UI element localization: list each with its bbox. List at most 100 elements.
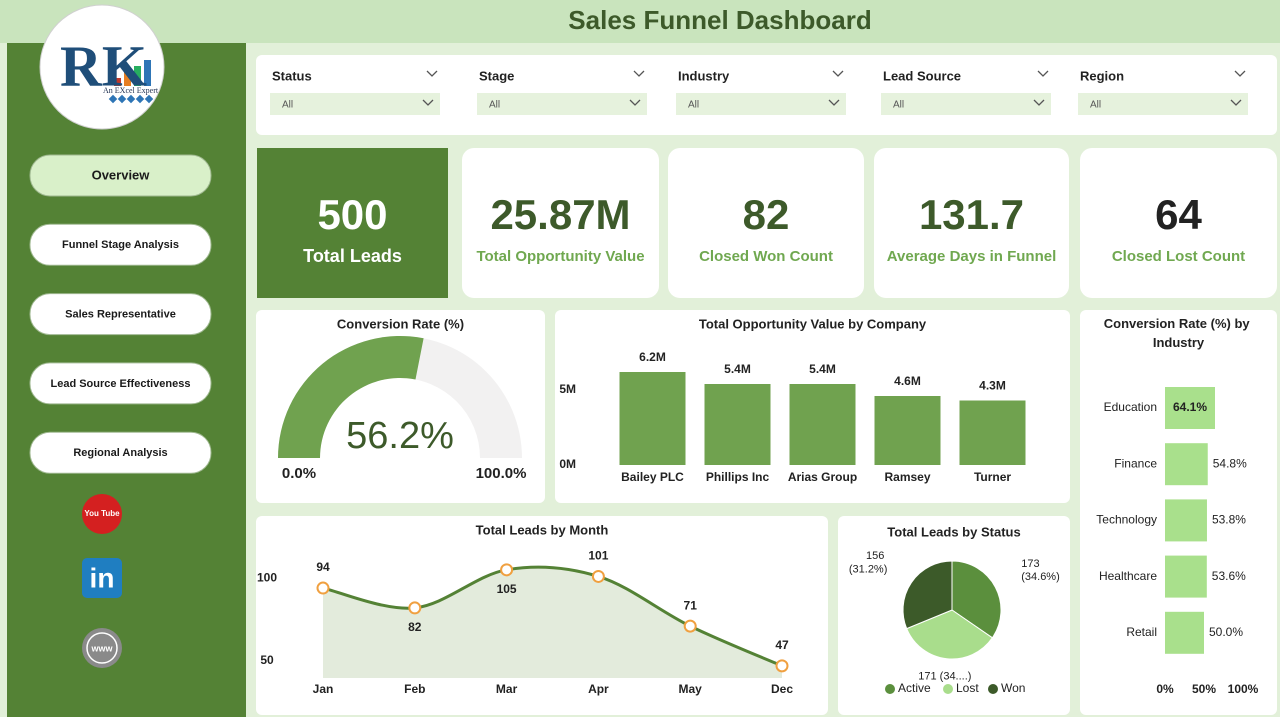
pie-value-label: 171 (34....) — [918, 671, 971, 683]
nav-button[interactable] — [29, 362, 212, 405]
pie-value-label: 156 (31.2%) — [849, 550, 888, 575]
filter-dropdown[interactable] — [676, 93, 846, 115]
filter-dropdown[interactable] — [881, 93, 1051, 115]
pie-value-line: 156 — [866, 550, 887, 562]
bar-value-label: 5.4M — [724, 362, 751, 376]
chart-title-line: Conversion Rate (%) by — [1104, 316, 1254, 331]
bar — [1165, 443, 1208, 486]
header-bar — [0, 0, 1280, 43]
kpi-card — [668, 148, 864, 298]
legend-swatch — [885, 684, 895, 694]
chart-title: Total Opportunity Value by Company — [699, 316, 927, 331]
nav-button[interactable] — [29, 154, 212, 197]
y-tick-label: 0M — [559, 457, 576, 471]
dropdown-chevron — [1230, 99, 1242, 106]
x-tick-label: Arias Group — [788, 470, 857, 484]
nav-button[interactable] — [29, 431, 212, 474]
linkedin-icon[interactable] — [82, 558, 122, 598]
legend-label: Active — [898, 681, 931, 695]
pie-value-line: 173 — [1021, 558, 1042, 570]
filter-chevron — [633, 70, 645, 77]
bar-value-label: 6.2M — [639, 350, 666, 364]
point-label: 82 — [408, 620, 422, 634]
nav-button-label[interactable]: Sales Representative — [65, 309, 176, 321]
youtube-icon[interactable] — [82, 494, 122, 534]
bar — [1165, 387, 1215, 429]
line-area — [323, 567, 782, 678]
filter-chevron — [1037, 70, 1049, 77]
filter-value[interactable]: All — [1090, 100, 1101, 111]
y-tick-label: 50 — [260, 653, 274, 667]
logo-bar — [144, 60, 151, 86]
logo-bar — [114, 78, 121, 86]
linkedin-text[interactable]: in — [90, 562, 115, 593]
web-text[interactable]: www — [90, 643, 113, 653]
x-tick-label: Dec — [771, 682, 793, 696]
logo-bar — [134, 66, 141, 86]
bar — [1165, 611, 1204, 654]
kpi-value: 131.7 — [919, 191, 1024, 238]
pie-value-line: (34.6%) — [1021, 571, 1060, 583]
nav-button[interactable] — [29, 223, 212, 266]
point-label: 101 — [588, 549, 608, 563]
page-title: Sales Funnel Dashboard — [568, 5, 871, 35]
line-marker — [591, 569, 605, 583]
kpi-value: 82 — [743, 191, 790, 238]
nav-button-label[interactable]: Funnel Stage Analysis — [62, 239, 179, 251]
pie-slice — [906, 609, 994, 660]
legend-swatch — [943, 684, 953, 694]
filter-chevron — [832, 70, 844, 77]
chart-title-line: Industry — [1153, 335, 1205, 350]
logo-star — [108, 94, 118, 104]
line-marker — [500, 563, 514, 577]
point-label: 105 — [497, 582, 517, 596]
legend-label: Won — [1001, 681, 1025, 695]
filter-label: Status — [272, 68, 312, 83]
gauge-value-label: 56.2% — [346, 415, 454, 457]
bar — [704, 384, 771, 465]
pie-value-line: (31.2%) — [849, 563, 888, 575]
bar-value-label: 54.8% — [1213, 456, 1247, 470]
bar — [619, 372, 686, 465]
logo-star — [126, 94, 136, 104]
web-icon[interactable] — [82, 628, 122, 668]
nav-button-label[interactable]: Lead Source Effectiveness — [50, 378, 190, 390]
gauge-tick-label: 100.0% — [476, 465, 527, 482]
legend-swatch — [988, 684, 998, 694]
bar — [789, 384, 856, 465]
dropdown-chevron — [422, 99, 434, 106]
filter-label: Lead Source — [883, 68, 961, 83]
x-tick-label: Turner — [974, 470, 1011, 484]
filter-dropdown[interactable] — [477, 93, 647, 115]
filter-dropdown[interactable] — [270, 93, 440, 115]
bar-value-label: 53.6% — [1212, 569, 1246, 583]
nav-button-label[interactable]: Regional Analysis — [73, 447, 167, 459]
kpi-value: 25.87M — [490, 191, 630, 238]
x-tick-label: 100% — [1228, 682, 1259, 696]
filter-dropdown[interactable] — [1078, 93, 1248, 115]
filter-chevron — [1234, 70, 1246, 77]
gauge-tick-label: 0.0% — [282, 465, 316, 482]
filter-label: Stage — [479, 68, 514, 83]
nav-button-label[interactable]: Overview — [92, 167, 151, 182]
x-tick-label: Mar — [496, 682, 518, 696]
nav-button[interactable] — [29, 293, 212, 336]
pie-value-label: 173 (34.6%) — [1021, 558, 1060, 583]
filter-chevron — [426, 70, 438, 77]
filter-value[interactable]: All — [893, 100, 904, 111]
kpi-card — [1080, 148, 1277, 298]
point-label: 71 — [684, 598, 698, 612]
chart-title: Total Leads by Month — [476, 522, 609, 537]
kpi-value: 500 — [317, 191, 387, 238]
kpi-label: Average Days in Funnel — [887, 248, 1057, 265]
youtube-text[interactable]: You Tube — [84, 509, 120, 518]
kpi-label: Closed Won Count — [699, 248, 833, 265]
filter-value[interactable]: All — [688, 100, 699, 111]
dropdown-chevron — [629, 99, 641, 106]
filter-value[interactable]: All — [282, 100, 293, 111]
legend-label: Lost — [956, 681, 979, 695]
bar-value-label: 53.8% — [1212, 513, 1246, 527]
filter-value[interactable]: All — [489, 100, 500, 111]
y-category-label: Healthcare — [1099, 569, 1157, 583]
kpi-label: Total Leads — [303, 246, 402, 266]
